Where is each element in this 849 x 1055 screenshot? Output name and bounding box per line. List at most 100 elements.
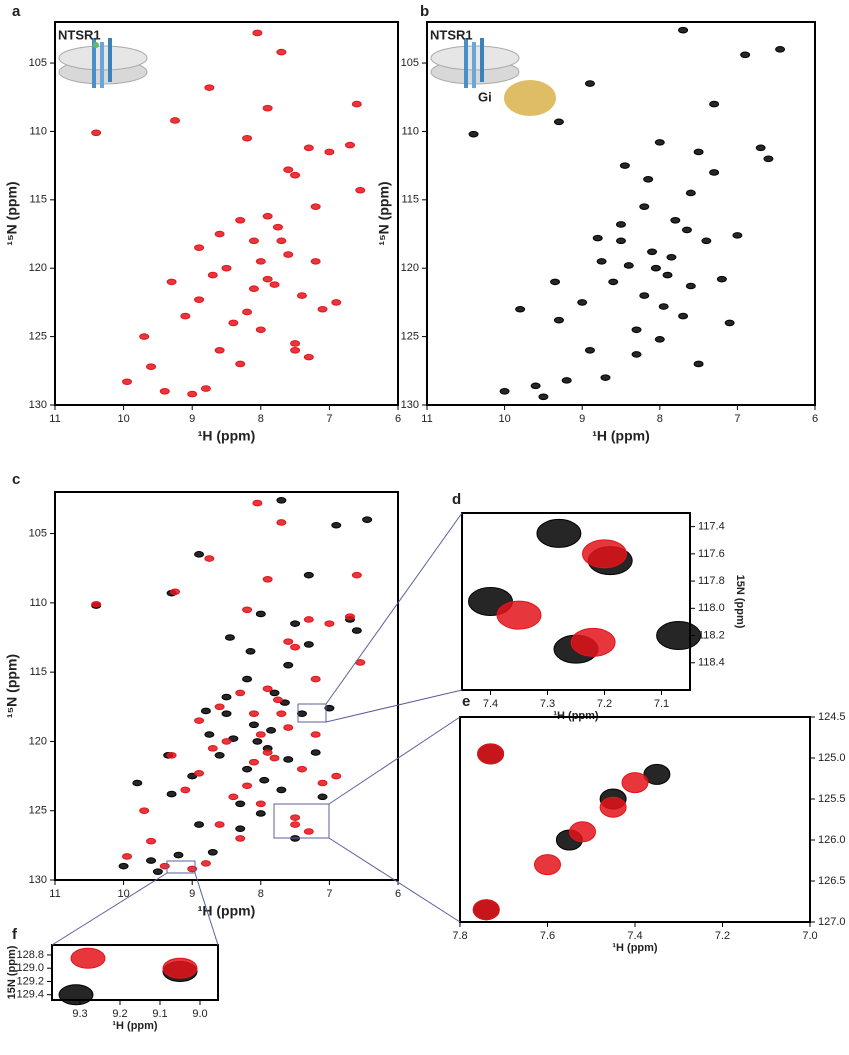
peak <box>242 134 253 142</box>
x-tick-label: 6 <box>812 413 818 425</box>
peak <box>283 724 294 731</box>
peak <box>678 26 689 34</box>
peak <box>616 221 626 228</box>
panel-label: f <box>12 926 18 943</box>
peak <box>276 786 287 794</box>
peak <box>303 144 314 152</box>
y-tick-label: 125 <box>401 331 419 343</box>
peak <box>70 947 106 969</box>
x-tick-label: 7.6 <box>540 930 555 942</box>
x-tick-label: 7 <box>734 413 740 425</box>
peak <box>344 141 355 149</box>
peak <box>678 312 689 320</box>
peak <box>259 776 270 784</box>
peak <box>272 696 283 704</box>
peak <box>283 661 294 669</box>
panel-label: c <box>12 471 20 488</box>
peak <box>255 810 266 817</box>
peak <box>187 865 198 873</box>
peak <box>310 749 321 756</box>
peak <box>252 29 263 37</box>
peak <box>255 258 266 265</box>
annotation: NTSR1 <box>58 27 101 42</box>
peak <box>139 807 150 815</box>
peak <box>331 772 342 780</box>
peak <box>272 223 283 231</box>
peak <box>685 189 696 197</box>
x-tick-label: 7.4 <box>483 698 498 710</box>
x-tick-label: 11 <box>49 888 60 900</box>
peak <box>207 745 218 752</box>
y-tick-label: 120 <box>29 735 47 747</box>
y-tick-label: 110 <box>29 597 47 609</box>
peak <box>666 253 677 261</box>
peak <box>303 353 314 361</box>
peak <box>283 756 294 763</box>
peak <box>194 244 205 251</box>
x-tick-label: 7.2 <box>597 698 612 710</box>
peak <box>290 643 301 651</box>
peak <box>496 600 542 630</box>
peak <box>180 312 191 320</box>
y-tick-label: 125 <box>29 331 47 343</box>
peak <box>262 685 273 693</box>
x-tick-label: 7.4 <box>627 930 642 942</box>
plot-frame <box>426 21 816 406</box>
peak <box>709 169 720 176</box>
peak <box>235 689 246 697</box>
peak <box>262 212 273 220</box>
y-tick-label: 120 <box>29 262 47 274</box>
peak <box>242 765 253 773</box>
peak <box>763 155 774 163</box>
panel-label: e <box>462 693 470 710</box>
peak <box>252 738 263 745</box>
x-tick-label: 8 <box>258 413 264 425</box>
peak <box>331 521 342 529</box>
peak <box>269 754 280 762</box>
plot-frame <box>54 21 399 406</box>
peak <box>317 305 328 313</box>
x-tick-label: 7.0 <box>802 930 817 942</box>
x-tick-label: 9.2 <box>112 1008 127 1020</box>
peak <box>570 627 616 657</box>
y-axis-label: ¹⁵N (ppm) <box>4 181 20 245</box>
peak <box>207 271 218 279</box>
x-tick-label: 9.1 <box>152 1008 167 1020</box>
peak <box>262 576 273 583</box>
annotation: NTSR1 <box>430 27 473 42</box>
peak <box>709 100 720 108</box>
peak <box>194 551 205 558</box>
peak <box>599 796 627 818</box>
peak <box>616 237 626 245</box>
peak <box>290 620 301 627</box>
peak <box>654 139 665 146</box>
plot-frame <box>51 944 219 1001</box>
panel-label: d <box>452 491 461 508</box>
peak <box>224 634 235 641</box>
peak <box>290 821 301 828</box>
y-tick-label: 129.0 <box>16 962 44 974</box>
peak <box>58 984 94 1006</box>
peak <box>255 326 266 334</box>
peak <box>643 763 671 785</box>
peak <box>362 516 373 524</box>
peak <box>91 600 102 608</box>
peak <box>310 258 321 265</box>
peak <box>221 264 232 272</box>
peak <box>91 129 102 137</box>
peak <box>221 738 232 745</box>
panel-label: b <box>420 3 429 20</box>
peak <box>207 848 218 856</box>
peak <box>693 360 704 368</box>
y-tick-label: 130 <box>401 399 419 411</box>
peak <box>351 627 362 634</box>
x-tick-label: 6 <box>395 888 401 900</box>
y-tick-label: 118.2 <box>698 629 725 641</box>
peak <box>276 710 287 718</box>
peak <box>331 299 342 306</box>
peak <box>262 275 273 283</box>
peak <box>235 800 246 808</box>
peak <box>262 749 273 756</box>
peak <box>242 782 253 790</box>
peak <box>248 285 259 293</box>
